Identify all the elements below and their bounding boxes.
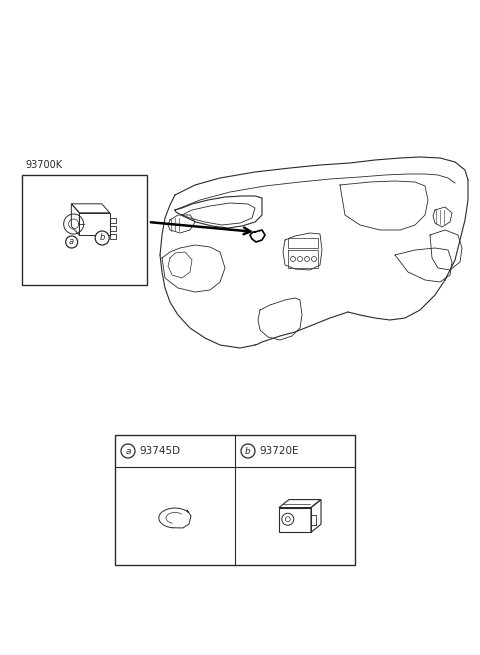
Text: 93720E: 93720E	[259, 446, 299, 456]
Bar	[115, 435, 355, 565]
Circle shape	[66, 236, 78, 248]
Text: b: b	[99, 233, 105, 242]
Text: a: a	[69, 238, 74, 246]
Circle shape	[95, 231, 109, 245]
Text: a: a	[125, 447, 131, 455]
Bar	[110, 234, 116, 239]
Text: 93745D: 93745D	[139, 446, 180, 456]
Bar	[110, 218, 116, 223]
Bar	[110, 227, 116, 231]
Text: b: b	[245, 447, 251, 455]
Circle shape	[121, 444, 135, 458]
Bar	[22, 175, 147, 285]
Circle shape	[241, 444, 255, 458]
Text: 93700K: 93700K	[25, 160, 62, 170]
